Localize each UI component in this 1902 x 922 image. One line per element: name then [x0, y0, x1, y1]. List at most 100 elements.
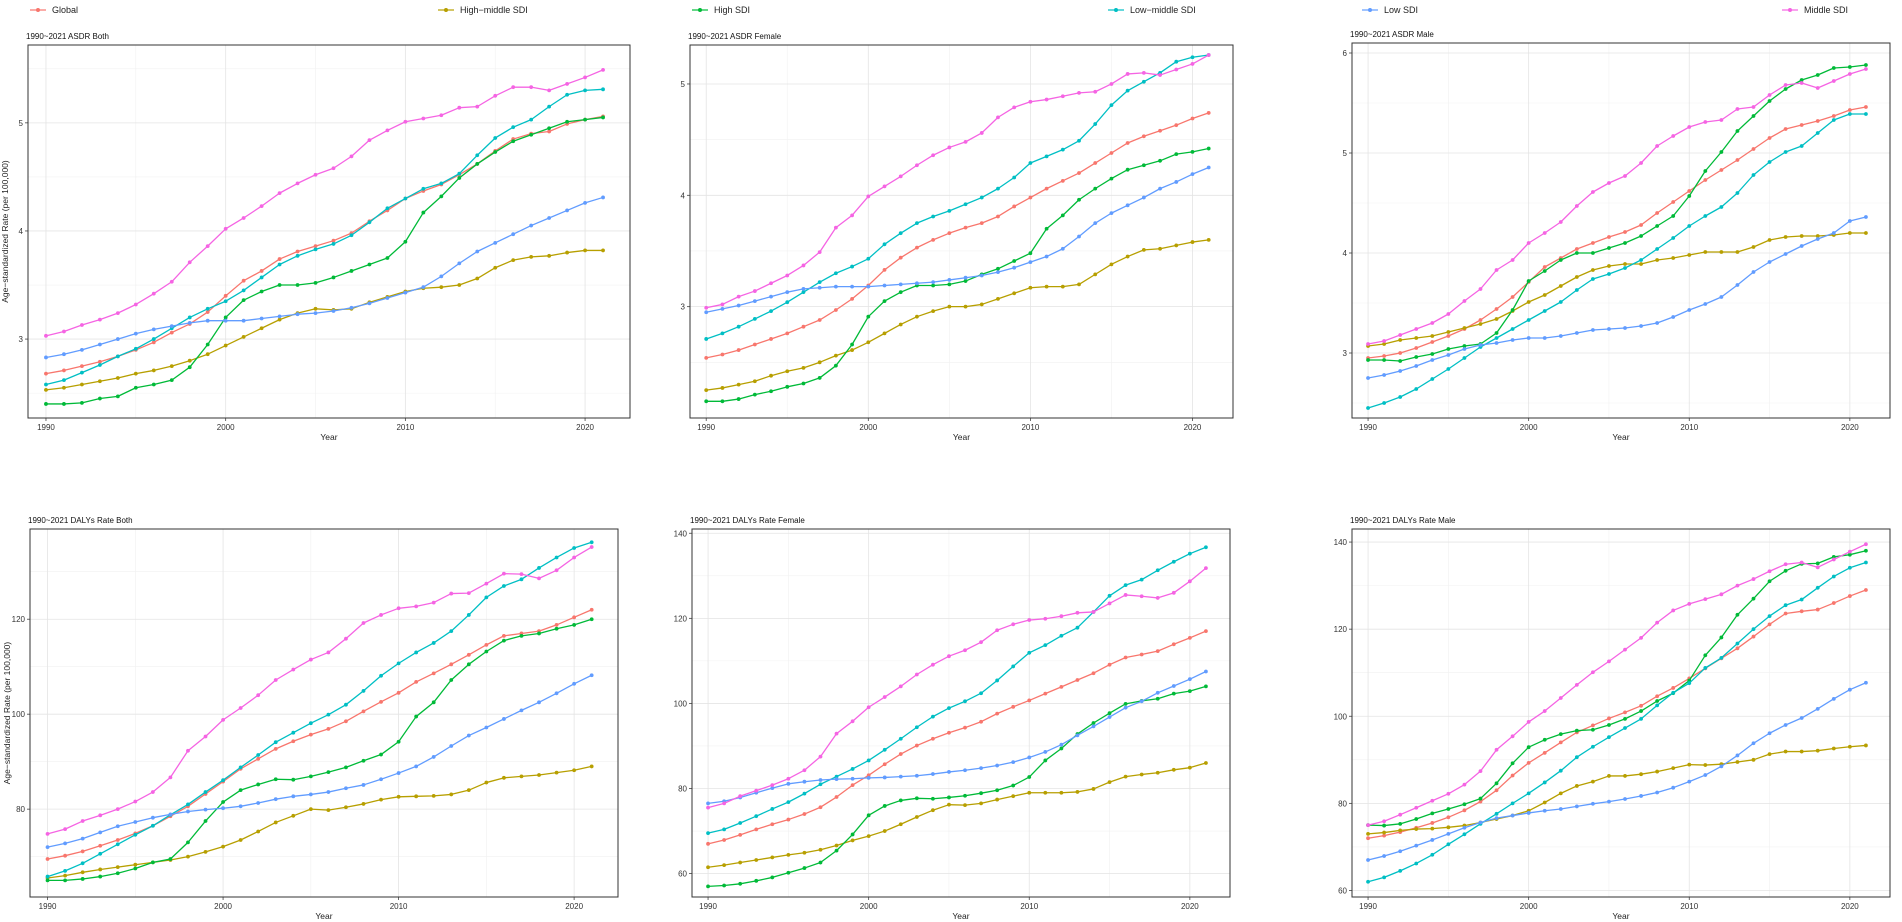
data-point-low-middle-sdi	[502, 584, 506, 588]
data-point-low-middle-sdi	[1171, 559, 1176, 564]
data-point-middle-sdi	[80, 819, 85, 823]
data-point-middle-sdi	[1366, 342, 1370, 346]
data-point-low-middle-sdi	[1655, 703, 1660, 708]
data-point-low-sdi	[704, 310, 709, 315]
data-point-low-sdi	[493, 240, 498, 245]
data-point-global	[1141, 134, 1146, 139]
data-point-middle-sdi	[277, 191, 282, 196]
data-point-high-middle-sdi	[1623, 262, 1627, 266]
data-point-low-sdi	[1190, 172, 1195, 177]
data-point-high-sdi	[1574, 251, 1579, 255]
data-point-high-middle-sdi	[1655, 258, 1660, 262]
data-point-high-middle-sdi	[1751, 757, 1756, 762]
data-point-low-sdi	[115, 337, 120, 341]
x-tick-label: 2010	[396, 423, 414, 432]
data-point-middle-sdi	[62, 329, 66, 334]
data-point-high-middle-sdi	[1398, 828, 1403, 833]
series-line-low-middle-sdi	[47, 541, 592, 878]
data-point-high-sdi	[583, 117, 587, 122]
data-point-global	[833, 308, 838, 312]
data-point-global	[326, 727, 331, 731]
data-point-middle-sdi	[203, 734, 208, 739]
data-point-low-middle-sdi	[1574, 288, 1579, 292]
data-point-high-sdi	[379, 752, 383, 757]
series-line-high-middle-sdi	[707, 762, 1207, 868]
data-point-low-middle-sdi	[866, 256, 871, 261]
data-point-low-middle-sdi	[833, 271, 838, 276]
series-line-global	[706, 112, 1209, 359]
data-point-low-middle-sdi	[601, 87, 605, 92]
data-point-low-middle-sdi	[1366, 406, 1370, 410]
data-point-low-sdi	[1655, 790, 1660, 795]
data-point-middle-sdi	[344, 636, 348, 641]
data-point-high-sdi	[1510, 308, 1515, 312]
chart-title: 1990~2021 DALYs Rate Male	[1350, 516, 1456, 525]
data-point-middle-sdi	[1060, 94, 1065, 99]
data-point-low-middle-sdi	[898, 736, 903, 741]
data-point-low-middle-sdi	[1623, 726, 1627, 730]
data-point-high-middle-sdi	[223, 343, 228, 348]
data-point-high-middle-sdi	[583, 248, 587, 253]
x-tick-label: 2000	[859, 423, 877, 432]
data-point-low-middle-sdi	[1526, 318, 1531, 322]
data-point-low-sdi	[1382, 854, 1387, 858]
data-point-low-middle-sdi	[205, 306, 210, 311]
data-point-global	[466, 652, 471, 657]
data-point-middle-sdi	[1462, 299, 1467, 303]
data-point-high-sdi	[1398, 359, 1403, 363]
series-line-high-middle-sdi	[1368, 744, 1866, 835]
data-point-low-middle-sdi	[1510, 801, 1515, 806]
data-point-global	[963, 725, 967, 730]
data-point-low-middle-sdi	[484, 595, 489, 600]
data-point-high-middle-sdi	[1109, 262, 1114, 267]
data-point-global	[1542, 265, 1547, 269]
data-point-high-sdi	[313, 280, 318, 285]
series-line-high-sdi	[45, 116, 604, 405]
data-point-low-middle-sdi	[1382, 875, 1387, 880]
data-point-middle-sdi	[414, 604, 419, 609]
data-point-high-sdi	[704, 399, 709, 404]
data-point-middle-sdi	[996, 115, 1000, 120]
data-point-high-sdi	[1783, 568, 1788, 573]
data-point-high-sdi	[752, 392, 757, 397]
data-point-global	[308, 732, 313, 737]
data-point-low-middle-sdi	[1059, 633, 1064, 638]
chart-panel-4: 1990 2000 2010 2020 80 100 120 1990~2021 DALYs …	[2, 516, 619, 921]
data-point-middle-sdi	[466, 591, 471, 595]
data-point-low-sdi	[1799, 716, 1804, 720]
data-point-high-sdi	[115, 871, 120, 876]
data-point-low-middle-sdi	[1043, 643, 1048, 648]
data-point-low-sdi	[273, 797, 278, 802]
data-point-global	[1012, 204, 1017, 209]
data-point-high-sdi	[169, 378, 174, 383]
series-line-low-sdi	[706, 166, 1209, 313]
data-point-low-sdi	[1815, 237, 1820, 241]
series-line-low-sdi	[1367, 682, 1867, 861]
data-point-middle-sdi	[785, 273, 790, 278]
data-point-high-middle-sdi	[519, 774, 524, 779]
data-point-high-middle-sdi	[1174, 243, 1179, 248]
data-point-low-middle-sdi	[802, 791, 807, 796]
data-point-high-middle-sdi	[866, 834, 871, 839]
data-point-low-middle-sdi	[931, 714, 935, 719]
data-point-global	[1075, 678, 1080, 682]
chart-title: 1990~2021 ASDR Female	[688, 32, 782, 41]
data-point-low-sdi	[1077, 234, 1081, 239]
data-point-low-middle-sdi	[1831, 118, 1836, 122]
data-point-low-middle-sdi	[1012, 175, 1017, 180]
data-point-high-middle-sdi	[256, 829, 261, 834]
data-point-low-sdi	[589, 673, 594, 678]
data-point-high-sdi	[1446, 347, 1451, 351]
data-point-middle-sdi	[914, 672, 919, 677]
data-point-low-sdi	[1703, 302, 1708, 306]
data-point-low-sdi	[295, 312, 300, 317]
data-point-low-middle-sdi	[115, 354, 120, 359]
data-point-high-middle-sdi	[414, 794, 419, 799]
data-point-middle-sdi	[769, 281, 773, 286]
data-point-global	[1574, 247, 1579, 251]
data-point-low-sdi	[203, 807, 208, 812]
data-point-middle-sdi	[931, 662, 935, 667]
data-point-low-middle-sdi	[1204, 545, 1208, 550]
data-point-global	[1187, 636, 1192, 640]
data-point-low-middle-sdi	[1783, 150, 1788, 154]
